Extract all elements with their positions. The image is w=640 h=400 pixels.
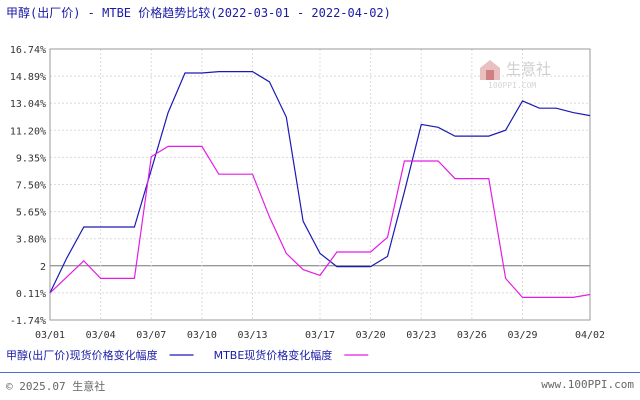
y-tick-label: 11.20% <box>10 126 46 137</box>
plot-border <box>49 48 591 321</box>
y-tick-label: 13.04% <box>10 99 46 110</box>
watermark: 生意社 100PPI.COM <box>480 60 551 90</box>
x-tick-label: 03/01 <box>35 330 65 341</box>
y-tick-label: 0.11% <box>16 289 46 300</box>
x-tick-label: 03/13 <box>237 330 267 341</box>
series-line-methanol <box>49 70 591 294</box>
watermark-logo-icon <box>480 60 500 80</box>
x-tick-label: 03/29 <box>507 330 537 341</box>
y-tick-label: 7.50% <box>16 181 46 192</box>
y-tick-label: 14.89% <box>10 72 46 83</box>
watermark-sub: 100PPI.COM <box>488 81 536 90</box>
series-lines <box>49 70 591 298</box>
x-tick-label: 03/10 <box>187 330 217 341</box>
y-tick-label: 5.65% <box>16 208 46 219</box>
series-line-mtbe <box>49 145 591 298</box>
legend: 甲醇(出厂价)现货价格变化幅度 MTBE现货价格变化幅度 <box>6 348 369 362</box>
watermark-text: 生意社 <box>506 60 551 78</box>
x-tick-label: 03/23 <box>406 330 436 341</box>
x-tick-label: 03/04 <box>86 330 116 341</box>
footer-divider <box>0 372 640 373</box>
footer-copyright: © 2025.07 生意社 <box>6 380 106 393</box>
legend-label: 甲醇(出厂价)现货价格变化幅度 <box>6 348 158 362</box>
y-tick-label: -1.74% <box>10 316 46 327</box>
x-tick-label: 03/20 <box>356 330 386 341</box>
x-tick-label: 04/02 <box>575 330 605 341</box>
chart-title: 甲醇(出厂价) - MTBE 价格趋势比较(2022-03-01 - 2022-… <box>6 6 391 20</box>
y-tick-label: 2 <box>40 262 46 273</box>
x-tick-label: 03/07 <box>136 330 166 341</box>
axes <box>49 48 591 321</box>
x-tick-label: 03/26 <box>457 330 487 341</box>
y-tick-label: 16.74% <box>10 45 46 56</box>
y-tick-label: 3.80% <box>16 235 46 246</box>
tick-labels: 16.74% 14.89% 13.04% 11.20% 9.35% 7.50% 5.65% 3… <box>10 45 605 341</box>
legend-label: MTBE现货价格变化幅度 <box>214 348 333 362</box>
x-tick-label: 03/17 <box>305 330 335 341</box>
y-tick-label: 9.35% <box>16 153 46 164</box>
footer-site-link[interactable]: www.100PPI.com <box>541 378 634 391</box>
